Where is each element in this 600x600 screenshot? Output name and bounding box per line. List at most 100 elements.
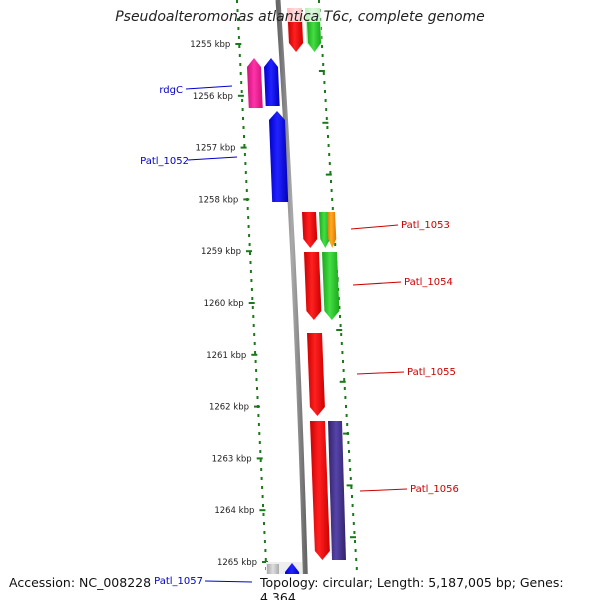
gene-arrow-rdgc[interactable] bbox=[264, 58, 280, 106]
guide-dot bbox=[263, 540, 266, 543]
minor-tick-right bbox=[322, 121, 329, 124]
gene-label-patl-1055[interactable]: Patl_1055 bbox=[407, 367, 456, 378]
guide-dot bbox=[329, 171, 332, 174]
minor-tick-right bbox=[350, 536, 356, 539]
guide-dot bbox=[247, 225, 250, 228]
gene-arrow-patl-1054[interactable] bbox=[304, 252, 322, 320]
genome-backbone bbox=[275, 0, 309, 600]
guide-dot bbox=[331, 198, 334, 201]
major-tick-left bbox=[262, 561, 268, 563]
guide-dot bbox=[243, 135, 245, 138]
guide-dot bbox=[236, 9, 239, 12]
guide-dot bbox=[321, 45, 323, 48]
guide-dot bbox=[238, 45, 241, 48]
callout-line bbox=[185, 85, 233, 90]
guide-dot bbox=[354, 549, 357, 552]
guide-dot bbox=[252, 315, 255, 318]
guide-dot bbox=[327, 135, 329, 138]
guide-dot bbox=[330, 189, 333, 192]
genome-summary-text: Topology: circular; Length: 5,187,005 bp… bbox=[258, 574, 600, 600]
gene-callouts: rdgC Patl_1052 Patl_1053 Patl_1054 Patl_1055… bbox=[140, 85, 459, 587]
guide-dot bbox=[253, 342, 256, 345]
gene-arrow-patl-1056[interactable] bbox=[310, 421, 330, 560]
minor-tick-right bbox=[346, 484, 353, 487]
guide-dot bbox=[251, 297, 254, 300]
gene-arrow[interactable] bbox=[247, 58, 263, 108]
gene-arrow[interactable] bbox=[327, 212, 337, 248]
guide-dot bbox=[340, 333, 343, 336]
guide-dot bbox=[262, 504, 264, 507]
gene-label-patl-1053[interactable]: Patl_1053 bbox=[401, 220, 450, 231]
major-tick-left bbox=[240, 146, 247, 149]
gene-arrow-patl-1052[interactable] bbox=[269, 111, 289, 202]
major-tick-left bbox=[243, 198, 250, 201]
guide-dot bbox=[263, 522, 265, 525]
guide-dot bbox=[346, 423, 349, 426]
guide-dot bbox=[239, 72, 242, 75]
major-tick-left bbox=[259, 509, 266, 512]
gene-label-rdgc[interactable]: rdgC bbox=[159, 85, 183, 96]
guide-dot bbox=[259, 459, 262, 462]
guide-dot bbox=[244, 171, 247, 174]
guide-dot bbox=[237, 36, 240, 39]
guide-dot bbox=[326, 126, 329, 129]
guide-dot bbox=[258, 441, 261, 444]
guide-dot bbox=[243, 144, 246, 147]
guide-dot bbox=[322, 72, 325, 75]
guide-dot bbox=[334, 243, 337, 246]
gene-arrow-patl-1053[interactable] bbox=[302, 212, 318, 248]
guide-dot bbox=[263, 531, 266, 534]
guide-dot bbox=[321, 54, 324, 57]
guide-dot bbox=[264, 549, 267, 552]
guide-dot bbox=[353, 531, 356, 534]
minor-tick-right bbox=[318, 70, 325, 72]
guide-dot bbox=[250, 279, 253, 282]
guide-dot bbox=[259, 450, 262, 453]
guide-dot bbox=[251, 306, 254, 309]
guide-dot bbox=[325, 117, 328, 120]
guide-dot bbox=[339, 315, 341, 318]
guide-dot bbox=[320, 36, 323, 39]
gene-block[interactable] bbox=[328, 421, 346, 560]
major-tick-left bbox=[235, 43, 242, 45]
gene-label-patl-1054[interactable]: Patl_1054 bbox=[404, 277, 453, 288]
accession-text: Accession: NC_008228 bbox=[7, 574, 154, 591]
guide-dot bbox=[328, 162, 331, 165]
guide-dot bbox=[349, 468, 352, 471]
guide-dot bbox=[250, 288, 253, 291]
major-tick-left bbox=[251, 353, 258, 356]
guide-dot bbox=[242, 126, 245, 129]
guide-dot bbox=[258, 432, 261, 435]
minor-tick-right bbox=[336, 329, 343, 331]
guide-dot bbox=[339, 324, 342, 327]
gene-label-patl-1057[interactable]: Patl_1057 bbox=[154, 576, 203, 587]
callout-line bbox=[204, 580, 253, 583]
gene-label-patl-1056[interactable]: Patl_1056 bbox=[410, 484, 459, 495]
guide-dot bbox=[255, 369, 258, 372]
guide-dot bbox=[249, 270, 252, 273]
guide-dot bbox=[238, 54, 241, 57]
guide-dot bbox=[260, 477, 263, 480]
guide-dot bbox=[342, 369, 345, 372]
gene-arrow[interactable] bbox=[288, 22, 304, 52]
major-tick-left bbox=[254, 405, 260, 408]
guide-dot bbox=[354, 540, 356, 543]
gene-label-patl-1052[interactable]: Patl_1052 bbox=[140, 156, 189, 167]
gene-arrow[interactable] bbox=[322, 252, 340, 320]
ruler-tick-label: 1259 kbp bbox=[201, 247, 241, 257]
gene-arrow[interactable] bbox=[307, 22, 322, 52]
ruler-tick-label: 1255 kbp bbox=[190, 40, 230, 50]
callout-line bbox=[350, 224, 399, 230]
ruler-tick-label: 1263 kbp bbox=[212, 454, 252, 464]
major-tick-left bbox=[246, 250, 252, 253]
gene-arrow-patl-1055[interactable] bbox=[307, 333, 325, 416]
guide-dot bbox=[324, 99, 327, 102]
guide-dot bbox=[351, 495, 353, 498]
guide-dot bbox=[257, 423, 260, 426]
guide-dot bbox=[342, 360, 344, 363]
guide-dot bbox=[243, 153, 246, 156]
gene-track bbox=[247, 8, 346, 600]
guide-dot bbox=[343, 378, 346, 381]
guide-dot bbox=[254, 360, 257, 363]
guide-dot bbox=[241, 99, 244, 102]
